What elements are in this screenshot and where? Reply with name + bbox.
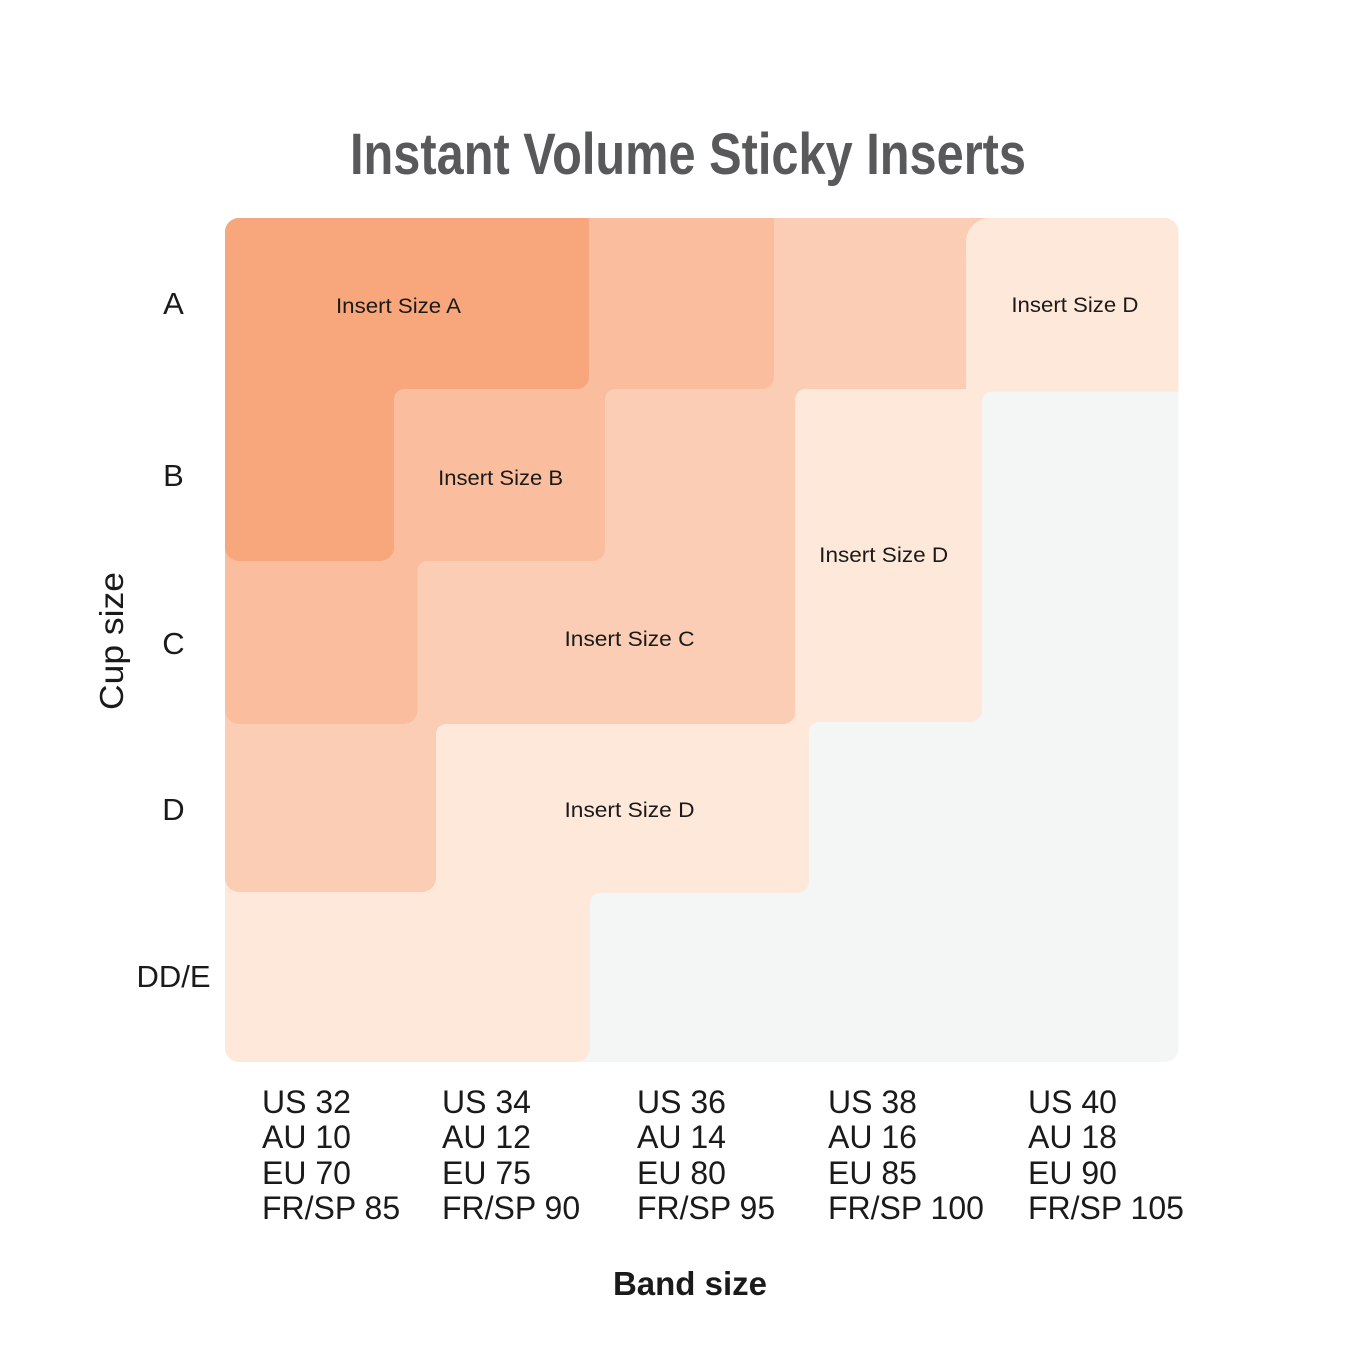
svg-text:EU 90: EU 90 <box>1028 1155 1117 1191</box>
svg-text:Insert Size D: Insert Size D <box>565 798 695 822</box>
svg-text:D: D <box>162 792 184 827</box>
svg-text:Insert Size A: Insert Size A <box>336 294 462 318</box>
svg-text:Insert Size B: Insert Size B <box>438 466 563 490</box>
svg-text:FR/SP 100: FR/SP 100 <box>828 1190 984 1226</box>
svg-text:EU 70: EU 70 <box>262 1155 351 1191</box>
svg-text:FR/SP 85: FR/SP 85 <box>262 1190 400 1226</box>
svg-text:EU 85: EU 85 <box>828 1155 917 1191</box>
svg-text:DD/E: DD/E <box>136 959 210 994</box>
svg-text:FR/SP 105: FR/SP 105 <box>1028 1190 1184 1226</box>
svg-text:C: C <box>162 626 184 661</box>
svg-text:B: B <box>163 458 184 493</box>
svg-text:Band size: Band size <box>613 1265 767 1302</box>
svg-text:Instant Volume Sticky Inserts: Instant Volume Sticky Inserts <box>350 122 1026 187</box>
svg-text:US 40: US 40 <box>1028 1084 1117 1120</box>
svg-text:US 36: US 36 <box>637 1084 726 1120</box>
svg-text:AU 14: AU 14 <box>637 1119 726 1155</box>
svg-text:A: A <box>163 286 184 321</box>
svg-text:FR/SP 95: FR/SP 95 <box>637 1190 775 1226</box>
svg-text:AU 18: AU 18 <box>1028 1119 1117 1155</box>
svg-text:US 32: US 32 <box>262 1084 351 1120</box>
svg-text:US 38: US 38 <box>828 1084 917 1120</box>
svg-text:EU 80: EU 80 <box>637 1155 726 1191</box>
svg-text:AU 10: AU 10 <box>262 1119 351 1155</box>
svg-text:Cup size: Cup size <box>93 572 130 710</box>
svg-text:US 34: US 34 <box>442 1084 531 1120</box>
svg-text:Insert Size D: Insert Size D <box>1011 293 1138 317</box>
svg-text:Insert Size D: Insert Size D <box>819 543 948 567</box>
svg-text:FR/SP 90: FR/SP 90 <box>442 1190 580 1226</box>
svg-text:Insert Size C: Insert Size C <box>565 627 695 651</box>
svg-text:AU 12: AU 12 <box>442 1119 531 1155</box>
svg-text:EU 75: EU 75 <box>442 1155 531 1191</box>
svg-text:AU 16: AU 16 <box>828 1119 917 1155</box>
